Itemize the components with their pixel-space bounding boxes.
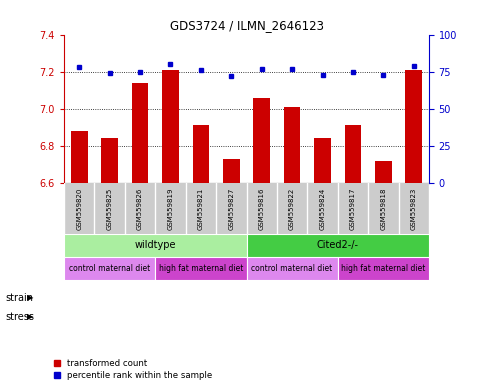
- Text: ▶: ▶: [27, 293, 34, 302]
- Bar: [338, 257, 429, 280]
- Text: GSM559825: GSM559825: [106, 188, 113, 230]
- Bar: [246, 257, 338, 280]
- Text: Cited2-/-: Cited2-/-: [317, 240, 359, 250]
- Text: GSM559817: GSM559817: [350, 188, 356, 230]
- Bar: [71, 131, 88, 183]
- Bar: [102, 138, 118, 183]
- Text: control maternal diet: control maternal diet: [69, 264, 150, 273]
- Title: GDS3724 / ILMN_2646123: GDS3724 / ILMN_2646123: [170, 19, 323, 32]
- Text: ▶: ▶: [27, 312, 34, 321]
- Bar: [223, 159, 240, 183]
- Bar: [345, 126, 361, 183]
- Text: GSM559821: GSM559821: [198, 188, 204, 230]
- Bar: [314, 138, 331, 183]
- Bar: [284, 107, 300, 183]
- Legend: transformed count, percentile rank within the sample: transformed count, percentile rank withi…: [54, 359, 212, 380]
- Text: GSM559822: GSM559822: [289, 188, 295, 230]
- Text: control maternal diet: control maternal diet: [251, 264, 333, 273]
- Bar: [253, 98, 270, 183]
- Text: stress: stress: [5, 312, 34, 322]
- Text: wildtype: wildtype: [135, 240, 176, 250]
- Bar: [162, 70, 179, 183]
- Text: GSM559827: GSM559827: [228, 188, 234, 230]
- Bar: [193, 126, 209, 183]
- Bar: [64, 257, 155, 280]
- Text: high fat maternal diet: high fat maternal diet: [341, 264, 425, 273]
- Text: GSM559819: GSM559819: [168, 188, 174, 230]
- Text: GSM559823: GSM559823: [411, 188, 417, 230]
- Text: high fat maternal diet: high fat maternal diet: [159, 264, 243, 273]
- Text: GSM559820: GSM559820: [76, 188, 82, 230]
- Text: strain: strain: [5, 293, 33, 303]
- Bar: [155, 257, 246, 280]
- Bar: [375, 161, 391, 183]
- Bar: [132, 83, 148, 183]
- Text: GSM559826: GSM559826: [137, 188, 143, 230]
- Text: GSM559824: GSM559824: [319, 188, 325, 230]
- Text: GSM559816: GSM559816: [259, 188, 265, 230]
- Bar: [405, 70, 422, 183]
- Bar: [246, 234, 429, 257]
- Bar: [64, 234, 246, 257]
- Text: GSM559818: GSM559818: [380, 188, 387, 230]
